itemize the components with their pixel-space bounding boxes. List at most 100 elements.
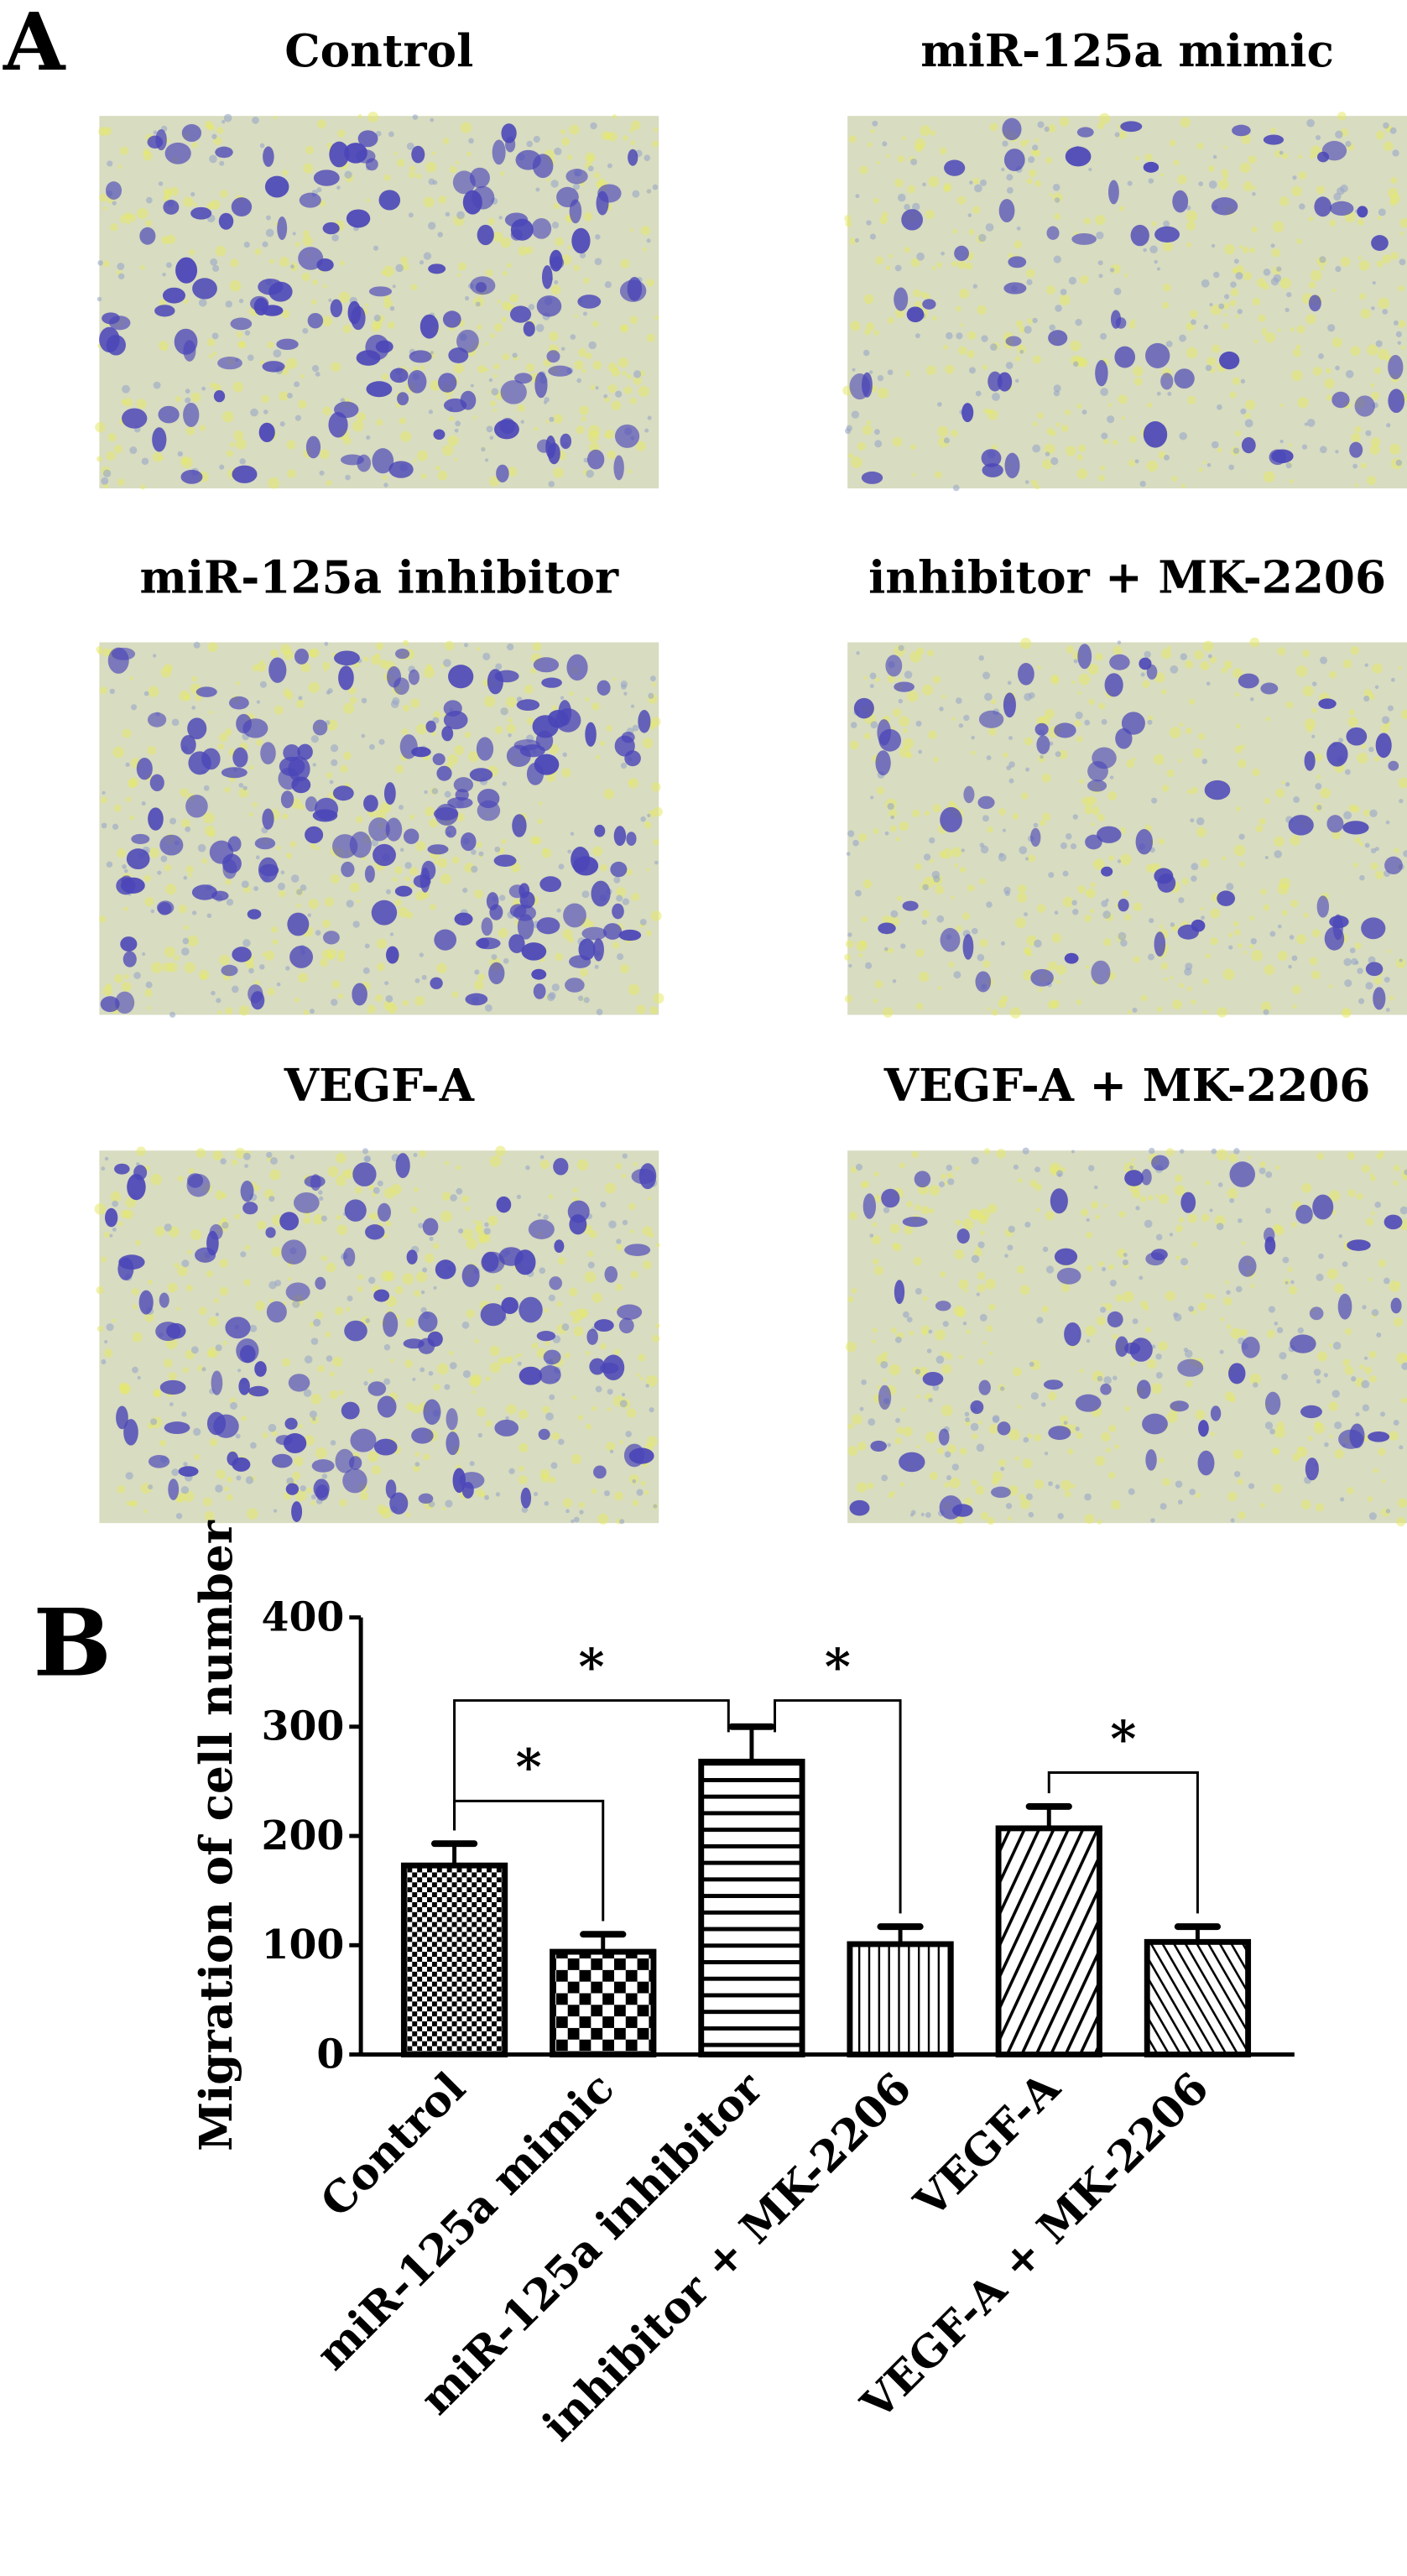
membrane-pore: [378, 738, 385, 745]
membrane-pore: [352, 420, 364, 432]
migrated-cell: [513, 905, 537, 921]
migrated-cell: [211, 890, 229, 901]
membrane-pore: [1369, 1374, 1377, 1383]
membrane-pore: [1186, 986, 1192, 992]
membrane-pore: [420, 1290, 425, 1295]
membrane-pore: [1034, 939, 1042, 948]
membrane-pore: [294, 242, 300, 248]
membrane-pore: [1364, 842, 1370, 848]
membrane-pore: [1103, 938, 1112, 946]
membrane-pore: [1147, 1358, 1157, 1369]
membrane-pore: [201, 1367, 206, 1372]
y-tick-label: 400: [262, 1594, 345, 1640]
membrane-pore: [1342, 659, 1352, 669]
migrated-cell: [604, 1265, 618, 1283]
membrane-pore: [1087, 663, 1099, 675]
membrane-pore: [1166, 769, 1175, 778]
membrane-pore: [1062, 896, 1074, 908]
migrated-cell: [501, 123, 517, 143]
membrane-pore: [630, 1270, 638, 1279]
membrane-pore: [305, 1487, 312, 1494]
membrane-pore: [548, 1294, 555, 1301]
membrane-pore: [305, 145, 315, 154]
membrane-pore: [1212, 344, 1221, 353]
membrane-pore: [489, 400, 496, 407]
membrane-pore: [1397, 341, 1401, 345]
migrated-cell: [477, 800, 501, 821]
membrane-pore: [1189, 698, 1195, 705]
membrane-pore: [883, 946, 888, 952]
membrane-pore: [607, 163, 612, 169]
membrane-pore: [287, 469, 296, 478]
membrane-pore: [209, 1437, 218, 1447]
membrane-pore: [1033, 822, 1039, 828]
membrane-pore: [983, 1148, 991, 1155]
membrane-pore: [554, 147, 562, 156]
membrane-pore: [1342, 1358, 1351, 1367]
membrane-pore: [1354, 837, 1361, 843]
membrane-pore: [558, 1438, 565, 1446]
migrated-cell: [228, 696, 249, 710]
membrane-pore: [1181, 878, 1189, 885]
migrated-cell: [1036, 735, 1050, 754]
membrane-pore: [1019, 349, 1024, 354]
membrane-pore: [863, 733, 871, 740]
membrane-pore: [266, 215, 271, 221]
membrane-pore: [330, 744, 339, 753]
membrane-pore: [1302, 686, 1314, 697]
membrane-pore: [1393, 1420, 1399, 1426]
membrane-pore: [592, 360, 602, 370]
membrane-pore: [1175, 1224, 1184, 1233]
membrane-pore: [1365, 982, 1373, 990]
membrane-pore: [402, 639, 409, 647]
membrane-pore: [124, 211, 133, 220]
membrane-pore: [221, 1222, 229, 1229]
membrane-pore: [194, 1453, 201, 1461]
membrane-pore: [1081, 1208, 1089, 1217]
migrated-cell: [465, 993, 488, 1006]
membrane-pore: [849, 237, 857, 245]
membrane-pore: [494, 726, 503, 734]
membrane-pore: [579, 405, 589, 415]
membrane-pore: [1290, 326, 1295, 332]
membrane-pore: [206, 202, 214, 210]
membrane-pore: [1367, 476, 1377, 486]
migrated-cell: [411, 145, 425, 164]
membrane-pore: [338, 1390, 344, 1395]
membrane-pore: [1368, 1277, 1373, 1282]
membrane-pore: [595, 386, 599, 390]
membrane-pore: [1003, 752, 1008, 758]
migrated-cell: [1154, 931, 1166, 957]
membrane-pore: [145, 219, 152, 227]
membrane-pore: [593, 172, 601, 179]
membrane-pore: [410, 698, 420, 708]
membrane-pore: [1005, 362, 1014, 369]
membrane-pore: [1167, 391, 1172, 396]
membrane-pore: [1147, 402, 1153, 408]
membrane-pore: [380, 801, 392, 813]
membrane-pore: [898, 677, 903, 682]
membrane-pore: [877, 388, 888, 399]
membrane-pore: [1039, 820, 1046, 827]
membrane-pore: [845, 1341, 857, 1353]
membrane-pore: [125, 1472, 133, 1480]
membrane-pore: [436, 962, 447, 974]
membrane-pore: [967, 350, 975, 358]
migrated-cell: [1384, 856, 1403, 875]
membrane-pore: [229, 1401, 238, 1410]
membrane-pore: [846, 852, 851, 856]
membrane-pore: [1374, 847, 1379, 852]
membrane-pore: [600, 863, 607, 872]
membrane-pore: [931, 266, 936, 271]
membrane-pore: [625, 868, 633, 876]
membrane-pore: [1102, 1302, 1106, 1306]
membrane-pore: [632, 1499, 639, 1507]
membrane-pore: [862, 425, 873, 435]
migrated-cell: [338, 665, 354, 691]
membrane-pore: [1263, 904, 1270, 911]
membrane-pore: [289, 1155, 294, 1160]
membrane-pore: [869, 233, 877, 240]
migrated-cell: [418, 1311, 438, 1332]
migrated-cell: [548, 365, 572, 377]
membrane-pore: [619, 1519, 625, 1525]
